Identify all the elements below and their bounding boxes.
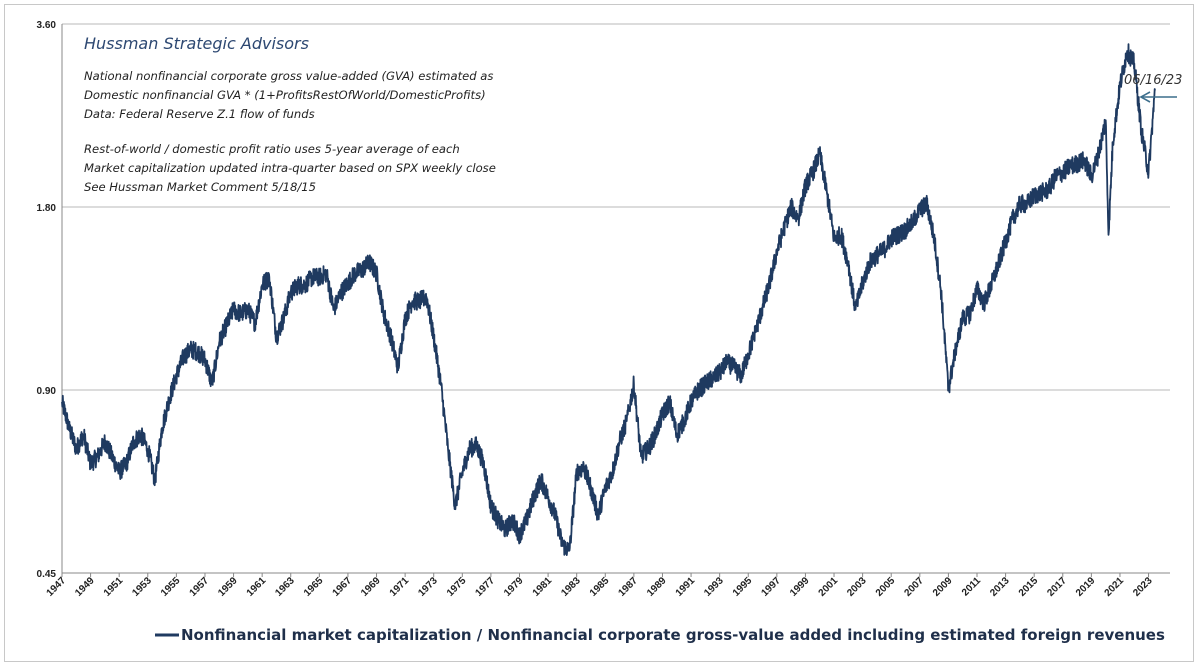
legend-label: Nonfinancial market capitalization / Non… <box>181 626 1165 644</box>
annotation-title: Hussman Strategic Advisors <box>84 34 309 53</box>
x-tick-label: 1955 <box>159 575 183 599</box>
annotation-line-6: Market capitalization updated intra-quar… <box>84 161 496 175</box>
y-axis-ticks: 3.60 1.80 0.90 0.45 <box>37 20 57 580</box>
chart-frame <box>4 4 1194 662</box>
x-tick-label: 2009 <box>931 575 955 599</box>
x-tick-label: 1953 <box>130 575 154 599</box>
y-tick-label: 3.60 <box>37 20 57 31</box>
x-tick-label: 1975 <box>445 575 469 599</box>
x-axis-ticks: 1947 1949 1951 1953 1955 1957 1959 1961 1963 1965… <box>45 573 1155 599</box>
annotation-line-7: See Hussman Market Comment 5/18/15 <box>84 180 316 194</box>
x-tick-label: 2019 <box>1074 575 1098 599</box>
x-tick-label: 1951 <box>102 575 126 599</box>
x-tick-label: 2001 <box>817 575 841 599</box>
x-tick-label: 1957 <box>188 575 212 599</box>
series-group <box>61 43 1156 556</box>
grid-lines <box>61 23 1170 574</box>
x-tick-label: 1985 <box>588 575 612 599</box>
latest-date-label: 06/16/23 <box>1124 73 1182 88</box>
x-tick-label: 1981 <box>531 575 555 599</box>
annotation-line-3: Data: Federal Reserve Z.1 flow of funds <box>84 107 315 121</box>
x-tick-label: 1959 <box>216 575 240 599</box>
latest-date-arrow <box>1139 91 1177 103</box>
x-tick-label: 2007 <box>902 575 926 599</box>
annotation-line-5: Rest-of-world / domestic profit ratio us… <box>84 142 460 156</box>
x-tick-label: 1965 <box>302 575 326 599</box>
x-tick-label: 2017 <box>1045 575 1069 599</box>
x-tick-label: 1987 <box>616 575 640 599</box>
y-tick-label: 0.45 <box>37 569 57 580</box>
x-tick-label: 1977 <box>474 575 498 599</box>
x-tick-label: 1949 <box>73 575 97 599</box>
x-tick-label: 1983 <box>559 575 583 599</box>
x-tick-label: 2013 <box>988 575 1012 599</box>
x-tick-label: 1971 <box>388 575 412 599</box>
annotation-block: Hussman Strategic Advisors National nonf… <box>84 34 496 194</box>
y-tick-label: 1.80 <box>37 203 57 214</box>
x-tick-label: 1991 <box>674 575 698 599</box>
x-tick-label: 1961 <box>245 575 269 599</box>
x-tick-label: 1993 <box>702 575 726 599</box>
x-tick-label: 2015 <box>1017 575 1041 599</box>
x-tick-label: 2011 <box>960 575 983 598</box>
x-tick-label: 1989 <box>645 575 669 599</box>
x-tick-label: 1997 <box>759 575 783 599</box>
legend: Nonfinancial market capitalization / Non… <box>155 626 1165 644</box>
x-tick-label: 2021 <box>1103 575 1127 599</box>
x-tick-label: 1969 <box>359 575 383 599</box>
annotation-line-1: National nonfinancial corporate gross va… <box>84 69 493 83</box>
annotation-line-2: Domestic nonfinancial GVA * (1+ProfitsRe… <box>84 88 486 102</box>
x-tick-label: 1999 <box>788 575 812 599</box>
x-tick-label: 1979 <box>502 575 526 599</box>
x-tick-label: 2005 <box>874 575 898 599</box>
x-tick-label: 1967 <box>331 575 355 599</box>
x-tick-label: 2023 <box>1131 575 1155 599</box>
x-tick-label: 2003 <box>845 575 869 599</box>
x-tick-label: 1973 <box>416 575 440 599</box>
series-line <box>61 43 1156 556</box>
y-tick-label: 0.90 <box>37 386 57 397</box>
x-tick-label: 1963 <box>273 575 297 599</box>
x-tick-label: 1995 <box>731 575 755 599</box>
